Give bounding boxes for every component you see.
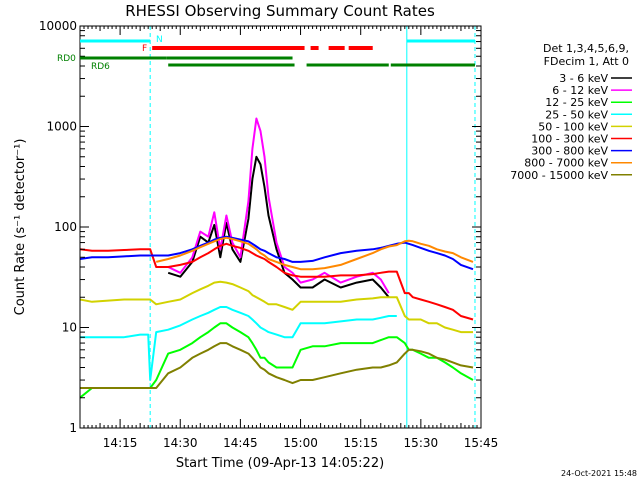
x-tick-label: 15:45 (464, 436, 499, 450)
x-tick-label: 14:45 (223, 436, 258, 450)
legend-entry-label: 7000 - 15000 keV (510, 169, 608, 182)
y-axis-title: Count Rate (s⁻¹ detector⁻¹) (13, 139, 28, 316)
legend: Det 1,3,4,5,6,9, FDecim 1, Att 0 3 - 6 k… (510, 42, 632, 182)
series-line (80, 280, 473, 334)
plot-area (80, 26, 476, 428)
legend-header-line-1: Det 1,3,4,5,6,9, (543, 42, 629, 55)
annotation-bars (80, 39, 475, 67)
rd0-label: RD0 (57, 54, 76, 64)
legend-entry-label: 100 - 300 keV (531, 133, 608, 146)
series-line (80, 235, 474, 271)
flare-label: F (142, 44, 147, 54)
y-tick-label: 10000 (39, 19, 77, 33)
chart-title: RHESSI Observing Summary Count Rates (125, 2, 435, 20)
legend-entry-label: 50 - 100 keV (538, 120, 608, 133)
x-tick-label: 15:15 (343, 436, 378, 450)
y-tick-label: 1000 (46, 120, 77, 134)
legend-header-line-2: FDecim 1, Att 0 (544, 55, 629, 68)
series-line (80, 306, 397, 381)
legend-entry-label: 6 - 12 keV (552, 84, 608, 97)
x-tick-label: 14:15 (103, 436, 138, 450)
x-tick-label: 15:00 (283, 436, 318, 450)
render-timestamp: 24-Oct-2021 15:48 (561, 469, 637, 478)
y-tick-label: 10 (62, 321, 77, 335)
series-line (167, 117, 390, 294)
night-label: N (156, 35, 163, 45)
series-line (80, 242, 474, 321)
x-tick-label: 14:30 (163, 436, 198, 450)
x-axis: 14:15 14:30 14:45 15:00 15:15 15:30 15:45 (79, 26, 499, 450)
legend-entry-label: 25 - 50 keV (545, 108, 608, 121)
legend-entry-label: 300 - 800 keV (531, 145, 608, 158)
x-axis-title: Start Time (09-Apr-13 14:05:22) (176, 456, 384, 471)
series-line (167, 155, 390, 298)
series-line (80, 342, 474, 389)
y-tick-label: 1 (69, 421, 77, 435)
x-tick-label: 15:30 (404, 436, 439, 450)
y-tick-label: 100 (54, 220, 77, 234)
legend-entry-label: 800 - 7000 keV (524, 157, 608, 170)
rd6-label: RD6 (91, 62, 110, 72)
legend-entry-label: 12 - 25 keV (545, 96, 608, 109)
series-line (155, 236, 474, 271)
legend-entry-label: 3 - 6 keV (559, 72, 608, 85)
